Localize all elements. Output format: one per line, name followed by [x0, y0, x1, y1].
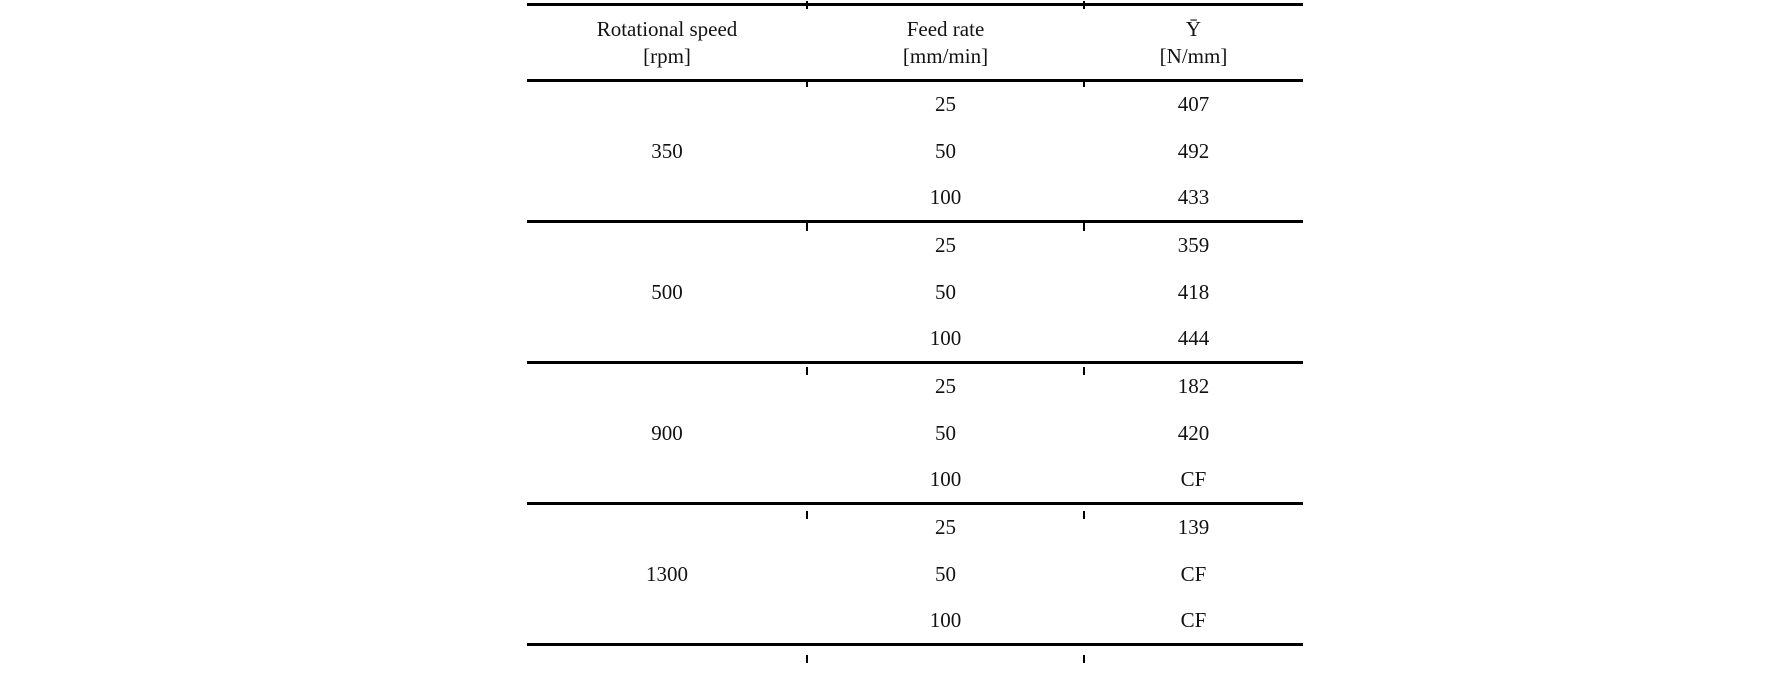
- feed-cell: 25: [935, 515, 956, 540]
- speed-group-350: 350 25 407 50 492 100 433: [527, 81, 1303, 222]
- value-cell: 444: [1177, 325, 1210, 350]
- column-divider-tick: [1083, 511, 1085, 519]
- table-row: 500 25 359: [527, 222, 1303, 303]
- column-divider-tick: [1083, 367, 1085, 375]
- col-header-title: Rotational speed: [596, 16, 738, 41]
- table-row: 900 25 182: [527, 363, 1303, 444]
- column-divider-tick: [806, 655, 808, 663]
- table-header: Rotational speed [rpm] Feed rate [mm/min…: [527, 5, 1303, 81]
- column-divider-tick: [1083, 79, 1085, 87]
- feed-cell: 25: [935, 233, 956, 258]
- column-divider-tick: [806, 367, 808, 375]
- table-row: 50 492: [527, 128, 1303, 175]
- col-header-unit: [rpm]: [643, 43, 691, 68]
- value-cell: CF: [1180, 607, 1207, 632]
- column-divider-tick: [806, 511, 808, 519]
- feed-cell: 25: [935, 92, 956, 117]
- table-row: 50 CF: [527, 551, 1303, 598]
- feed-cell: 100: [929, 184, 962, 209]
- speed-cell: 500: [651, 279, 683, 304]
- table-row: 1300 25 139: [527, 504, 1303, 585]
- column-divider-tick: [806, 223, 808, 231]
- feed-cell: 100: [929, 607, 962, 632]
- column-divider-tick: [1083, 655, 1085, 663]
- feed-cell: 100: [929, 325, 962, 350]
- value-cell: 407: [1177, 92, 1210, 117]
- value-cell: 433: [1177, 184, 1210, 209]
- col-header-feed-rate: Feed rate [mm/min]: [807, 5, 1084, 81]
- table-row: 50 418: [527, 269, 1303, 316]
- speed-cell: 900: [651, 420, 683, 445]
- value-cell: 420: [1177, 420, 1210, 445]
- col-header-y-bar: Ȳ [N/mm]: [1084, 5, 1303, 81]
- speed-cell: 350: [651, 138, 683, 163]
- header-row: Rotational speed [rpm] Feed rate [mm/min…: [527, 5, 1303, 81]
- value-cell: 182: [1177, 374, 1210, 399]
- value-cell: CF: [1180, 561, 1207, 586]
- feed-cell: 50: [935, 420, 956, 445]
- speed-group-1300: 1300 25 139 50 CF 100 CF: [527, 504, 1303, 645]
- value-cell: 139: [1177, 515, 1210, 540]
- feed-cell: 50: [935, 279, 956, 304]
- feed-cell: 50: [935, 561, 956, 586]
- value-cell: CF: [1180, 466, 1207, 491]
- table-row: 100 CF: [527, 598, 1303, 645]
- table-row: 100 433: [527, 175, 1303, 222]
- speed-group-900: 900 25 182 50 420 100 CF: [527, 363, 1303, 504]
- col-header-unit: [N/mm]: [1159, 43, 1228, 68]
- column-divider-tick: [806, 79, 808, 87]
- col-header-rotational-speed: Rotational speed [rpm]: [527, 5, 807, 81]
- table-row: 100 CF: [527, 457, 1303, 504]
- col-header-title: Ȳ: [1185, 16, 1202, 41]
- results-table: Rotational speed [rpm] Feed rate [mm/min…: [527, 3, 1303, 646]
- feed-cell: 50: [935, 138, 956, 163]
- feed-cell: 100: [929, 466, 962, 491]
- col-header-unit: [mm/min]: [902, 43, 989, 68]
- col-header-title: Feed rate: [906, 16, 985, 41]
- speed-group-500: 500 25 359 50 418 100 444: [527, 222, 1303, 363]
- speed-cell: 1300: [646, 561, 688, 586]
- value-cell: 359: [1177, 233, 1210, 258]
- table-row: 100 444: [527, 316, 1303, 363]
- feed-cell: 25: [935, 374, 956, 399]
- results-table-wrap: Rotational speed [rpm] Feed rate [mm/min…: [527, 1, 1303, 663]
- value-cell: 492: [1177, 138, 1210, 163]
- column-divider-tick: [1083, 1, 1085, 9]
- table-row: 350 25 407: [527, 81, 1303, 162]
- table-row: 50 420: [527, 410, 1303, 457]
- value-cell: 418: [1177, 279, 1210, 304]
- column-divider-tick: [806, 1, 808, 9]
- column-divider-tick: [1083, 223, 1085, 231]
